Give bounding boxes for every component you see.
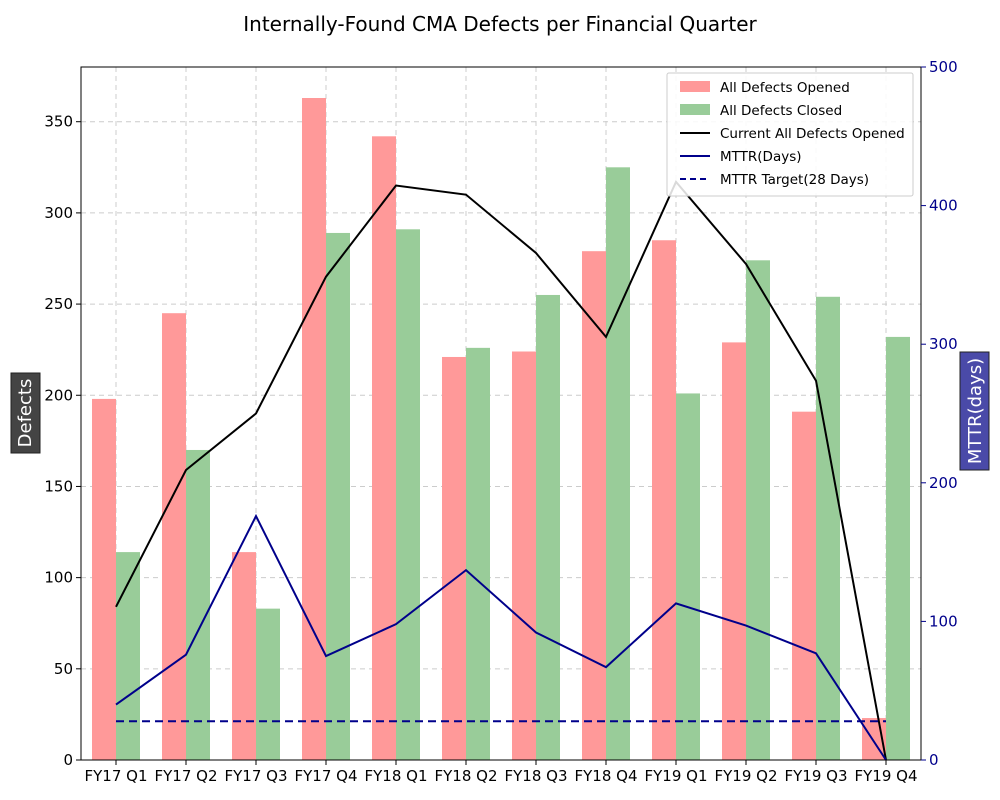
y2-axis-label: MTTR(days) [959,351,990,471]
bar-defects-opened [372,136,396,761]
y-tick-label: 250 [44,295,73,313]
x-tick-label: FY19 Q2 [715,767,778,785]
bar-defects-closed [886,336,910,760]
plot-frame [80,66,922,761]
bars [92,98,910,761]
y2-tick-label: 500 [929,58,958,76]
bar-defects-closed [536,294,560,760]
y-tick-label: 0 [63,751,73,769]
y-tick-label: 100 [44,569,73,587]
legend-label: Current All Defects Opened [720,126,905,142]
x-tick-label: FY17 Q4 [295,767,358,785]
y-axis-label-text: Defects [15,379,36,448]
bar-defects-opened [512,351,536,760]
bar-defects-closed [186,449,210,760]
bar-defects-closed [676,393,700,760]
x-tick-label: FY18 Q4 [575,767,638,785]
legend-label: All Defects Opened [720,80,850,96]
y2-tick-label: 300 [929,335,958,353]
bar-defects-opened [792,411,816,760]
x-tick-label: FY18 Q3 [505,767,568,785]
x-tick-label: FY19 Q3 [785,767,848,785]
bar-defects-opened [652,240,676,760]
right-y-axis-ticks: 0 100 200 300 400 500 [921,58,958,769]
y2-axis-label-box [959,351,990,471]
bar-defects-opened [722,342,746,760]
line-current-opened [115,180,887,761]
x-tick-label: FY17 Q2 [155,767,218,785]
bar-defects-opened [92,398,116,760]
bar-defects-opened [302,98,326,761]
legend: All Defects Opened All Defects Closed Curr… [666,72,914,197]
bar-defects-closed [116,552,140,760]
y2-tick-label: 400 [929,197,958,215]
x-tick-label: FY19 Q4 [855,767,918,785]
bar-defects-closed [256,608,280,760]
bar-defects-closed [466,347,490,760]
y-tick-label: 350 [44,113,73,131]
y2-axis-label-text: MTTR(days) [965,358,986,464]
y2-tick-label: 200 [929,474,958,492]
y-tick-label: 50 [54,660,73,678]
bar-defects-closed [816,296,840,760]
legend-frame [666,72,914,197]
legend-label: MTTR Target(28 Days) [720,172,869,188]
legend-label: All Defects Closed [720,103,842,119]
chart-title: Internally-Found CMA Defects per Financi… [243,12,757,36]
y2-tick-label: 0 [929,751,939,769]
bar-defects-closed [606,167,630,761]
legend-swatch [680,81,710,92]
y-tick-label: 300 [44,204,73,222]
x-tick-label: FY18 Q2 [435,767,498,785]
bar-defects-opened [162,313,186,760]
lines [115,180,887,761]
x-tick-label: FY17 Q3 [225,767,288,785]
bar-defects-closed [746,260,770,760]
bar-defects-opened [582,251,606,760]
x-axis-ticks: FY17 Q1 FY17 Q2 FY17 Q3 FY17 Q4 FY18 Q1 FY18 … [85,760,918,785]
bar-defects-closed [396,229,420,761]
bar-defects-opened [232,552,256,760]
bar-defects-opened [442,356,466,760]
x-tick-label: FY18 Q1 [365,767,428,785]
bar-defects-closed [326,232,350,760]
y2-tick-label: 100 [929,612,958,630]
y-tick-label: 200 [44,386,73,404]
x-tick-label: FY17 Q1 [85,767,148,785]
line-mttr [115,513,887,761]
x-tick-label: FY19 Q1 [645,767,708,785]
y-axis-label-box [10,372,41,454]
left-y-axis-ticks: 0 50 100 150 200 250 300 350 [44,113,81,769]
y-tick-label: 150 [44,477,73,495]
legend-label: MTTR(Days) [720,149,802,165]
legend-swatch [680,104,710,115]
y-axis-label: Defects [10,372,41,454]
